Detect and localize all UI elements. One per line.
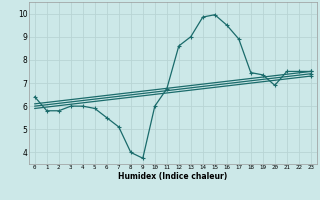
X-axis label: Humidex (Indice chaleur): Humidex (Indice chaleur): [118, 172, 228, 181]
